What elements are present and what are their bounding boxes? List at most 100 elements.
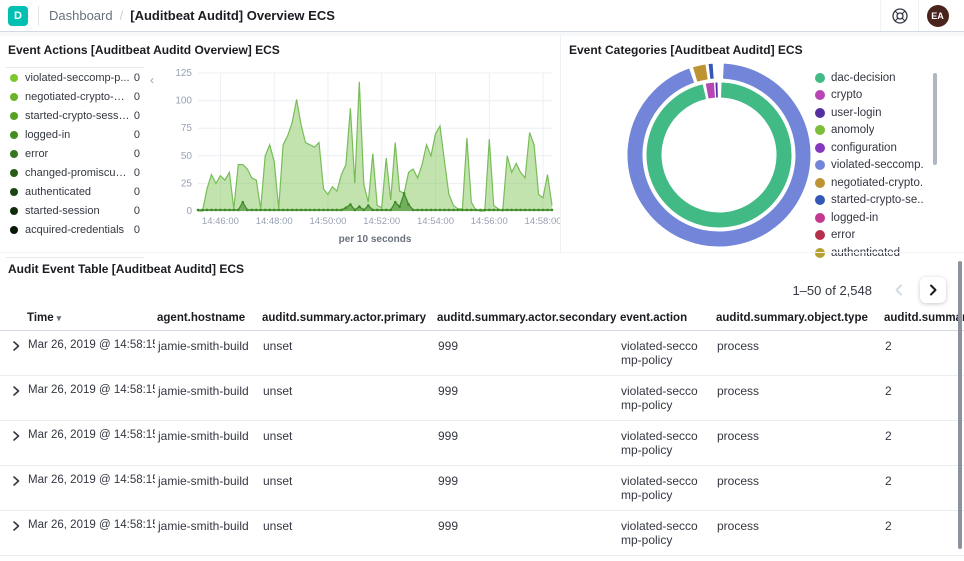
app-logo[interactable]: D [8, 5, 28, 26]
legend-item[interactable]: user-login [815, 104, 923, 122]
column-header-auditd-summary-actor-primary[interactable]: auditd.summary.actor.primary [262, 312, 427, 324]
legend-collapse-icon[interactable]: ‹ [150, 73, 154, 87]
cell-action: violated-seccomp-policy [621, 474, 698, 502]
legend-item[interactable]: negotiated-crypto... [815, 174, 923, 192]
legend-item[interactable]: acquired-credentials 0 [6, 220, 144, 239]
legend-dot-icon [815, 195, 825, 206]
table-row[interactable]: Mar 26, 2019 @ 14:58:15.245jamie-smith-b… [0, 556, 964, 561]
life-ring-icon [891, 7, 908, 24]
cell-hostname: jamie-smith-build [158, 384, 249, 398]
cell-object_type: process [717, 429, 760, 443]
row-expand-icon[interactable] [8, 376, 25, 402]
pagination-next-button[interactable] [920, 277, 946, 303]
legend-item[interactable]: started-crypto-sessi... 0 [6, 106, 144, 125]
legend-dot-icon [10, 130, 18, 139]
help-globe-icon[interactable] [880, 0, 918, 31]
event-actions-panel: Event Actions [Auditbeat Auditd Overview… [0, 36, 562, 258]
event-actions-title: Event Actions [Auditbeat Auditd Overview… [8, 43, 280, 57]
legend-value: 0 [133, 71, 140, 84]
table-row[interactable]: Mar 26, 2019 @ 14:58:15.245jamie-smith-b… [0, 511, 964, 556]
legend-item[interactable]: crypto [815, 87, 923, 105]
cell-summary: 2 [885, 384, 892, 398]
cell-secondary: 999 [438, 339, 459, 353]
user-menu-button[interactable]: EA [918, 0, 956, 31]
column-header-auditd-summary-actor-secondary[interactable]: auditd.summary.actor.secondary [437, 312, 617, 324]
table-header-row: Time ▾ agent.hostname auditd.summary.actor.… [0, 306, 964, 331]
table-row[interactable]: Mar 26, 2019 @ 14:58:15.245jamie-smith-b… [0, 331, 964, 376]
legend-label: started-crypto-se... [831, 194, 923, 207]
avatar: EA [926, 4, 949, 27]
event-actions-legend: violated-seccomp-p... 0 negotiated-crypto-… [6, 67, 144, 258]
pagination-prev-button[interactable] [886, 277, 912, 303]
event-categories-legend: dac-decision crypto user-login anomoly confi… [815, 69, 937, 262]
event-actions-chart[interactable]: 0 25 50 75 100 125 14:46:00 14:48:00 14:50:00 14:… [160, 59, 561, 258]
legend-label: violated-seccomp-p... [25, 71, 130, 84]
table-scrollbar[interactable] [958, 261, 962, 549]
table-row[interactable]: Mar 26, 2019 @ 14:58:15.245jamie-smith-b… [0, 376, 964, 421]
event-categories-title: Event Categories [Auditbeat Auditd] ECS [569, 43, 803, 57]
cell-hostname: jamie-smith-build [158, 429, 249, 443]
legend-item[interactable]: violated-seccomp-p... 0 [6, 68, 144, 87]
legend-dot-icon [815, 142, 825, 153]
row-expand-icon[interactable] [8, 511, 25, 537]
row-expand-icon[interactable] [8, 331, 25, 357]
cell-time: Mar 26, 2019 @ 14:58:15.245 [28, 429, 155, 441]
cell-primary: unset [263, 384, 293, 398]
svg-text:14:50:00: 14:50:00 [309, 216, 346, 227]
cell-time: Mar 26, 2019 @ 14:58:15.245 [28, 474, 155, 486]
cell-primary: unset [263, 474, 293, 488]
column-header-auditd-summary[interactable]: auditd.summary [884, 312, 964, 324]
page-title: [Auditbeat Auditd] Overview ECS [130, 8, 335, 23]
cell-summary: 2 [885, 474, 892, 488]
row-expand-icon[interactable] [8, 556, 25, 561]
cell-primary: unset [263, 339, 293, 353]
table-row[interactable]: Mar 26, 2019 @ 14:58:15.245jamie-smith-b… [0, 466, 964, 511]
event-categories-donut[interactable] [623, 61, 815, 262]
column-header-event-action[interactable]: event.action [620, 312, 688, 324]
table-row[interactable]: Mar 26, 2019 @ 14:58:15.245jamie-smith-b… [0, 421, 964, 466]
column-header-agent-hostname[interactable]: agent.hostname [157, 312, 246, 324]
legend-item[interactable]: error 0 [6, 144, 144, 163]
legend-item[interactable]: started-session 0 [6, 201, 144, 220]
sort-caret-icon: ▾ [56, 313, 62, 323]
legend-item[interactable]: authenticated 0 [6, 182, 144, 201]
legend-value: 0 [133, 128, 140, 141]
legend-item[interactable]: negotiated-crypto-key 0 [6, 87, 144, 106]
legend-item[interactable]: anomoly [815, 122, 923, 140]
legend-item[interactable]: changed-promiscuo... 0 [6, 163, 144, 182]
legend-label: started-crypto-sessi... [25, 109, 130, 122]
svg-text:14:52:00: 14:52:00 [363, 216, 400, 227]
legend-item[interactable]: configuration [815, 139, 923, 157]
svg-text:125: 125 [175, 68, 192, 79]
legend-item[interactable]: started-crypto-se... [815, 192, 923, 210]
legend-item[interactable]: logged-in [815, 209, 923, 227]
cell-secondary: 999 [438, 384, 459, 398]
legend-scrollbar[interactable] [933, 73, 937, 165]
legend-label: error [25, 147, 49, 160]
legend-item[interactable]: logged-in 0 [6, 125, 144, 144]
svg-text:14:56:00: 14:56:00 [471, 216, 508, 227]
pagination-range: 1–50 of 2,548 [792, 282, 872, 298]
legend-item[interactable]: dac-decision [815, 69, 923, 87]
legend-value: 0 [133, 166, 140, 179]
row-expand-icon[interactable] [8, 421, 25, 447]
legend-dot-icon [10, 92, 18, 101]
legend-dot-icon [815, 160, 825, 171]
column-header-auditd-summary-object-type[interactable]: auditd.summary.object.type [716, 312, 868, 324]
svg-text:per 10 seconds: per 10 seconds [339, 234, 412, 245]
table-body: Mar 26, 2019 @ 14:58:15.245jamie-smith-b… [0, 331, 964, 561]
legend-label: crypto [831, 89, 863, 102]
breadcrumb-dashboard[interactable]: Dashboard [49, 8, 113, 23]
legend-item[interactable]: error [815, 227, 923, 245]
legend-item[interactable]: violated-seccomp... [815, 157, 923, 175]
column-header-time[interactable]: Time ▾ [27, 312, 62, 324]
page-background-strip [0, 32, 964, 36]
legend-dot-icon [10, 168, 18, 177]
legend-dot-icon [815, 177, 825, 188]
legend-label: error [831, 229, 856, 242]
svg-text:0: 0 [186, 206, 192, 217]
cell-object_type: process [717, 384, 760, 398]
svg-text:14:46:00: 14:46:00 [202, 216, 239, 227]
cell-hostname: jamie-smith-build [158, 339, 249, 353]
row-expand-icon[interactable] [8, 466, 25, 492]
